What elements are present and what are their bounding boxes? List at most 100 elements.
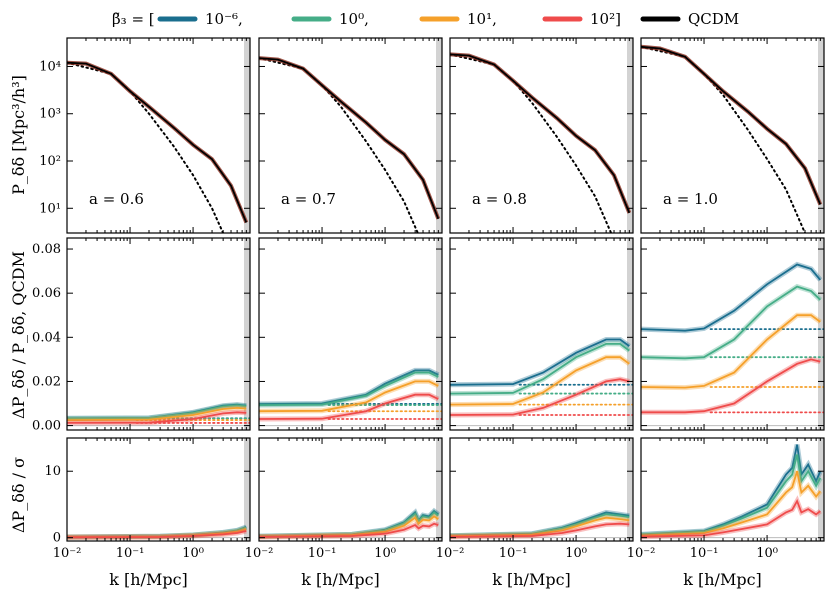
series-line [259,371,439,406]
plot-area [450,52,632,233]
shade-region [244,438,250,541]
y-tick-label: 10 [44,464,61,479]
series-band [259,370,440,408]
legend-label: 10¹, [467,10,497,28]
x-tick-label: 10⁻¹ [308,546,337,561]
x-tick-label: 10⁻² [53,546,82,561]
y-tick-label: 0 [53,531,61,546]
panel-frame [258,37,443,234]
x-tick-label: 10⁰ [756,546,778,561]
plot-area [641,444,824,540]
series-line [67,404,247,420]
y-tick-label: 0.00 [32,419,61,434]
series-line [641,285,821,360]
y-tick-label: 0.08 [32,242,61,257]
shade-region [627,38,633,233]
legend-label: 10⁻⁶, [205,10,243,28]
series-line [641,314,821,389]
legend-prefix: β̃₃ = [ [112,10,155,28]
shade-region [818,38,824,233]
y-tick-label: 10¹ [39,201,61,216]
x-axis-label: k [h/Mpc] [492,570,571,589]
x-tick-label: 10⁰ [565,546,587,561]
series-line [641,444,822,536]
panel-r1-c4: a = 1.0 [640,37,825,234]
x-axis-label: k [h/Mpc] [683,570,762,589]
panel-r2-c3 [449,237,634,431]
scale-factor-label: a = 0.8 [472,190,527,208]
panel-frame [640,437,825,542]
plot-area [450,337,633,427]
plot-area [259,507,442,540]
panel-frame [258,437,443,542]
series-line [450,378,630,416]
y-tick-label: 0.02 [32,374,61,389]
x-axis-label: k [h/Mpc] [301,570,380,589]
panel-r3-c4: 10⁻² 10⁻¹ 10⁰ k [h/Mpc] [627,437,825,589]
legend-label: QCDM [688,10,739,28]
series-line [450,516,630,538]
panel-r2-c4 [640,237,825,431]
panel-r2-c1: 0.00 0.02 0.04 0.06 0.08 [32,237,251,434]
legend-label: 10²] [590,10,621,28]
x-tick-label: 10⁻² [627,546,656,561]
panel-frame [449,37,634,234]
panel-r1-c1: a = 0.6 10¹ 10² 10³ 10⁴ [39,37,251,234]
plot-area [67,524,250,540]
scale-factor-label: a = 0.6 [89,190,144,208]
shade-region [818,438,824,541]
axis-labels: P_δδ [Mpc³/h³] ΔP_δδ / P_δδ, QCDM ΔP_δδ / … [9,75,28,533]
shade-region [627,438,633,541]
y-axis-label: P_δδ [Mpc³/h³] [9,75,28,195]
panel-r3-c3: 10⁻² 10⁻¹ 10⁰ k [h/Mpc] [436,437,634,589]
shade-region [627,238,633,430]
y-tick-label: 10⁴ [39,59,61,74]
plot-area [450,509,633,540]
qcdm-line [67,61,248,223]
series-band [641,283,823,361]
x-tick-label: 10⁻² [245,546,274,561]
panel-frame [66,437,251,542]
series-line [641,263,821,332]
legend-label: 10⁰, [339,10,369,28]
panels: a = 0.6 10¹ 10² 10³ 10⁴ a = 0.7 a = 0.8 a = 1.0… [32,37,825,589]
series-line [450,513,630,537]
x-axis-label: k [h/Mpc] [109,570,188,589]
panel-frame [449,237,634,431]
shade-region [244,238,250,430]
plot-area [67,60,249,233]
series-line [641,358,821,414]
plot-area [641,261,824,427]
series-line [67,530,247,539]
y-tick-label: 0.06 [32,286,61,301]
panel-r3-c1: 0 10 10⁻² 10⁻¹ 10⁰ k [h/Mpc] [44,437,251,589]
series-line [259,393,439,420]
y-axis-label: ΔP_δδ / P_δδ, QCDM [9,251,28,419]
panel-frame [449,437,634,542]
series-line [450,356,630,406]
panel-r1-c2: a = 0.7 [258,37,443,234]
y-tick-label: 0.04 [32,330,61,345]
panel-frame [258,237,443,431]
panel-frame [640,237,825,431]
panel-r3-c2: 10⁻² 10⁻¹ 10⁰ k [h/Mpc] [245,437,443,589]
x-tick-label: 10⁰ [374,546,396,561]
plot-area [641,44,823,233]
plot-area [67,402,250,427]
panel-r2-c2 [258,237,443,431]
y-axis-label: ΔP_δδ / σ [9,457,28,533]
series-line [450,338,630,386]
panel-r1-c3: a = 0.8 [449,37,634,234]
series-line [259,380,439,413]
plot-area [259,56,441,233]
shade-region [436,238,442,430]
y-tick-label: 10² [39,154,61,169]
y-tick-label: 10³ [39,107,61,122]
shade-region [818,238,824,430]
qcdm-line [259,57,440,220]
scale-factor-label: a = 0.7 [281,190,336,208]
x-tick-label: 10⁻¹ [116,546,145,561]
series-line [450,522,630,538]
qcdm-line [641,45,822,205]
